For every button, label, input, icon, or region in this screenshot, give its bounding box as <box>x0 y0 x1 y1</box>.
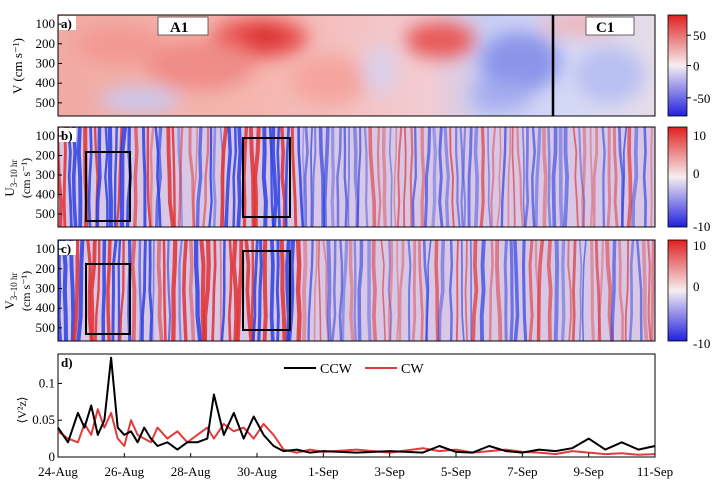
panel-d-yticks: 0 0.05 0.1 <box>32 375 62 464</box>
ytick-label: 400 <box>36 187 56 202</box>
panel-b-box-2 <box>242 137 291 218</box>
xtick-label: 7-Sep <box>507 464 537 479</box>
ytick-label: 0.05 <box>32 412 55 427</box>
legend-cw-label: CW <box>401 362 424 377</box>
panel-d-frame <box>57 353 656 458</box>
panel-b: b) 100 200 300 400 500 U3–10 hr (cm s⁻¹) <box>2 126 656 228</box>
panel-d-lines <box>57 356 656 456</box>
panel-c-heatmap <box>58 240 655 341</box>
ytick-label: 300 <box>36 55 56 70</box>
panel-c-label: c) <box>61 241 71 256</box>
panel-c-ylabel: V3–10 hr (cm s⁻¹) <box>2 271 33 311</box>
svg-text:(cm s⁻¹): (cm s⁻¹) <box>19 271 33 311</box>
legend: CCW CW <box>284 362 424 377</box>
ytick-label: 400 <box>36 300 56 315</box>
ytick-label: 200 <box>36 261 56 276</box>
panel-a-label: a) <box>61 16 72 31</box>
panel-b-ylabel: U3–10 hr (cm s⁻¹) <box>2 158 33 198</box>
ytick-label: 300 <box>36 167 56 182</box>
xtick-label: 26-Aug <box>104 464 144 479</box>
panel-a-ylabel: V (cm s⁻¹) <box>10 38 25 94</box>
svg-text:V3–10 hr: V3–10 hr <box>2 272 19 309</box>
ytick-label: 500 <box>36 206 56 221</box>
xtick-label: 30-Aug <box>237 464 277 479</box>
legend-ccw-label: CCW <box>320 362 353 377</box>
panel-d-label: d) <box>61 355 73 370</box>
colorbar-tick-label: 0 <box>693 166 700 181</box>
xtick-label: 1-Sep <box>308 464 338 479</box>
colorbar-tick-label: 10 <box>693 128 706 143</box>
colorbar-a: 50 0 -50 <box>667 14 710 117</box>
colorbar-tick-label: 10 <box>693 238 706 253</box>
xtick-label: 11-Sep <box>637 464 673 479</box>
colorbar-tick-label: -10 <box>693 219 710 234</box>
panel-a-yticks: 100 200 300 400 500 <box>36 16 62 110</box>
panel-d-xticks: 24-Aug 26-Aug 28-Aug 30-Aug 1-Sep 3-Sep 5-Sep 7… <box>38 453 673 479</box>
ytick-label: 500 <box>36 95 56 110</box>
panel-c-frame <box>57 239 656 342</box>
colorbar-b: 10 0 -10 <box>667 126 710 234</box>
svg-text:U3–10 hr: U3–10 hr <box>2 159 19 196</box>
panel-a: A1 C1 a) 100 200 300 400 500 V (cm s⁻¹) <box>10 14 656 117</box>
ytick-label: 100 <box>36 128 56 143</box>
ytick-label: 100 <box>36 16 56 31</box>
panel-a-frame <box>57 14 656 117</box>
panel-b-heatmap <box>58 127 653 227</box>
ytick-label: 200 <box>36 36 56 51</box>
svg-text:(cm s⁻¹): (cm s⁻¹) <box>19 158 33 198</box>
ytick-label: 100 <box>36 241 56 256</box>
colorbar-tick-label: 0 <box>693 59 700 74</box>
panel-c-yticks: 100 200 300 400 500 <box>36 241 62 335</box>
ytick-label: 0 <box>49 449 56 464</box>
ytick-label: 0.1 <box>39 375 55 390</box>
colorbar-tick-label: 0 <box>693 279 700 294</box>
panel-b-label: b) <box>61 128 73 143</box>
colorbar-tick-label: -10 <box>693 336 710 351</box>
label-a1: A1 <box>170 20 188 36</box>
ytick-label: 500 <box>36 320 56 335</box>
panel-c-box-1 <box>85 263 131 335</box>
panel-d: d) 0 0.05 0.1 ⟨V²z⟩ 24-Aug 26-Aug 28-Aug 30-A… <box>15 353 673 479</box>
xtick-label: 9-Sep <box>573 464 603 479</box>
panel-a-heatmap <box>58 15 655 116</box>
colorbar-c: 10 0 -10 <box>667 238 710 351</box>
colorbar-tick-label: 50 <box>693 28 706 43</box>
xtick-label: 5-Sep <box>441 464 471 479</box>
panel-b-frame <box>57 126 656 228</box>
panel-c-box-2 <box>242 250 291 331</box>
panel-b-yticks: 100 200 300 400 500 <box>36 128 62 221</box>
series-ccw-line <box>57 356 656 454</box>
panel-d-ylabel: ⟨V²z⟩ <box>15 397 29 424</box>
ytick-label: 400 <box>36 75 56 90</box>
xtick-label: 24-Aug <box>38 464 78 479</box>
label-c1: C1 <box>596 20 614 36</box>
xtick-label: 28-Aug <box>171 464 211 479</box>
colorbar-tick-label: -50 <box>693 91 710 106</box>
ytick-label: 300 <box>36 280 56 295</box>
xtick-label: 3-Sep <box>374 464 404 479</box>
panel-c: c) 100 200 300 400 500 V3–10 hr (cm s⁻¹) <box>2 239 656 342</box>
panel-b-box-1 <box>85 151 131 222</box>
ytick-label: 200 <box>36 148 56 163</box>
